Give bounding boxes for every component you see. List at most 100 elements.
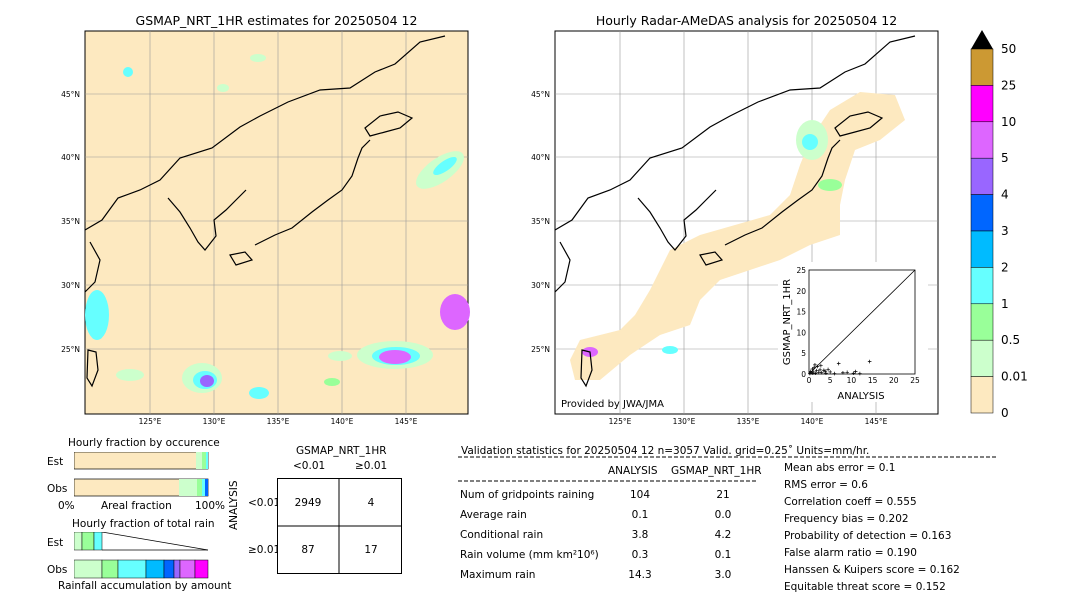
scatter-point bbox=[819, 370, 824, 375]
lon-tick: 145°E bbox=[395, 417, 418, 426]
left-map-title: GSMAP_NRT_1HR estimates for 20250504 12 bbox=[135, 13, 418, 28]
scatter-y-tick: 10 bbox=[796, 328, 806, 337]
scatter-point bbox=[814, 368, 819, 373]
colorbar-swatch bbox=[970, 230, 994, 268]
colorbar-swatch bbox=[970, 376, 994, 414]
colorbar: 50 25 10 5 4 3 2 1 0.5 0.01 0 bbox=[970, 30, 1028, 420]
lat-tick: 40°N bbox=[531, 153, 550, 162]
obs-rain-segment bbox=[179, 559, 196, 579]
scatter-point bbox=[828, 370, 832, 374]
validation-col-analysis: ANALYSIS bbox=[608, 465, 658, 477]
occurrence-title: Hourly fraction by occurence bbox=[68, 437, 220, 449]
lat-tick: 40°N bbox=[61, 153, 80, 162]
est-occurrence-segment bbox=[206, 452, 208, 469]
occurrence-axis-right: 100% bbox=[195, 500, 226, 512]
colorbar-label: 1 bbox=[1001, 297, 1009, 311]
lon-tick: 140°E bbox=[801, 417, 824, 426]
colorbar-swatch bbox=[970, 267, 994, 305]
colorbar-swatch bbox=[970, 339, 994, 377]
validation-col-gsmap: GSMAP_NRT_1HR bbox=[671, 465, 762, 477]
est-rain-guide bbox=[101, 532, 209, 551]
rainfall-bars bbox=[74, 532, 209, 579]
lon-tick: 140°E bbox=[331, 417, 354, 426]
left-map-lon-labels: 125°E 130°E 135°E 140°E 145°E bbox=[139, 417, 418, 426]
obs-rain-segment bbox=[117, 559, 147, 579]
occurrence-row-est: Est bbox=[47, 456, 64, 468]
lat-tick: 35°N bbox=[61, 217, 80, 226]
left-map-coastlines bbox=[84, 35, 446, 388]
lat-tick: 45°N bbox=[61, 90, 80, 99]
left-map: 45°N 40°N 35°N 30°N 25°N 125°E 130°E 135… bbox=[61, 30, 470, 426]
est-rain-segment bbox=[81, 532, 95, 551]
scatter-x-tick: 15 bbox=[868, 376, 878, 385]
scatter-point bbox=[823, 369, 827, 373]
scatter-x-tick: 25 bbox=[910, 376, 920, 385]
validation-subdivider bbox=[458, 480, 758, 482]
contingency-row-header: <0.01 bbox=[248, 497, 281, 509]
scatter-y-tick: 5 bbox=[801, 349, 806, 358]
lon-tick: 135°E bbox=[737, 417, 760, 426]
obs-rain-segment bbox=[194, 559, 209, 579]
est-occurrence-segment bbox=[196, 452, 202, 469]
lat-tick: 25°N bbox=[61, 345, 80, 354]
obs-rain-segment bbox=[101, 559, 119, 579]
colorbar-label: 3 bbox=[1001, 224, 1009, 238]
scatter-plot-area: 00 5 5 10 10 15 15 20 20 25 25 bbox=[796, 266, 920, 385]
colorbar-swatch bbox=[970, 85, 994, 123]
lon-tick: 130°E bbox=[673, 417, 696, 426]
stat-row-analysis: 3.8 bbox=[631, 529, 649, 541]
contingency-col-header: ≥0.01 bbox=[355, 460, 388, 472]
stat-row-label: Rain volume (mm km²10⁶) bbox=[460, 549, 599, 561]
scatter-point bbox=[845, 370, 849, 375]
left-map-rain-areas bbox=[85, 54, 470, 399]
score-line: Mean abs error = 0.1 bbox=[784, 462, 896, 474]
colorbar-label: 50 bbox=[1001, 42, 1016, 56]
colorbar-extend-arrow bbox=[971, 30, 993, 49]
obs-occurrence-segment bbox=[179, 479, 197, 496]
scatter-point bbox=[832, 371, 837, 376]
colorbar-swatch bbox=[970, 48, 994, 86]
contingency-side-label: ANALYSIS bbox=[228, 480, 240, 530]
scatter-point bbox=[858, 371, 862, 376]
obs-rain-segment bbox=[74, 559, 103, 579]
right-map-radar-coverage bbox=[570, 92, 905, 380]
est-occurrence-bar bbox=[74, 452, 209, 470]
colorbar-swatch bbox=[970, 194, 994, 232]
contingency-cell: 4 bbox=[368, 497, 375, 509]
stat-row-gsmap: 3.0 bbox=[714, 569, 732, 581]
left-map-lat-labels: 45°N 40°N 35°N 30°N 25°N bbox=[61, 90, 80, 354]
rainfall-title: Hourly fraction of total rain bbox=[72, 518, 215, 530]
colorbar-label: 4 bbox=[1001, 188, 1009, 202]
contingency-title: GSMAP_NRT_1HR bbox=[296, 445, 387, 457]
scatter-x-tick: 20 bbox=[889, 376, 899, 385]
lon-tick: 130°E bbox=[203, 417, 226, 426]
colorbar-label: 10 bbox=[1001, 115, 1016, 129]
data-credit: Provided by JWA/JMA bbox=[561, 399, 664, 410]
colorbar-label: 5 bbox=[1001, 151, 1009, 165]
occurrence-axis-label: Areal fraction bbox=[101, 500, 172, 512]
occurrence-row-obs: Obs bbox=[47, 483, 68, 495]
scatter-point bbox=[808, 369, 813, 374]
occurrence-bars bbox=[74, 452, 209, 497]
score-line: Hanssen & Kuipers score = 0.162 bbox=[784, 564, 960, 576]
lon-tick: 125°E bbox=[139, 417, 162, 426]
scatter-y-tick: 0 bbox=[801, 370, 806, 379]
stat-row-gsmap: 0.1 bbox=[714, 549, 732, 561]
scatter-point bbox=[818, 368, 822, 372]
rainfall-row-obs: Obs bbox=[47, 564, 68, 576]
obs-occurrence-segment bbox=[197, 479, 202, 496]
scatter-x-tick: 0 bbox=[807, 376, 812, 385]
obs-rain-segment bbox=[173, 559, 181, 579]
stat-row-label: Num of gridpoints raining bbox=[460, 489, 595, 501]
colorbar-label: 25 bbox=[1001, 78, 1016, 92]
scatter-y-tick: 20 bbox=[796, 287, 806, 296]
validation-header: Validation statistics for 20250504 12 n=… bbox=[461, 445, 870, 457]
score-line: Frequency bias = 0.202 bbox=[784, 513, 909, 525]
stat-row-analysis: 0.1 bbox=[631, 509, 649, 521]
scatter-inset: 00 5 5 10 10 15 15 20 20 25 25 ANALYSIS GSMAP_NRT_… bbox=[778, 262, 928, 402]
score-line: Probability of detection = 0.163 bbox=[784, 530, 952, 542]
est-rain-segment bbox=[74, 532, 83, 551]
scatter-point bbox=[826, 367, 830, 372]
rainfall-axis-label: Rainfall accumulation by amount bbox=[58, 580, 232, 592]
rainfall-row-est: Est bbox=[47, 537, 64, 549]
